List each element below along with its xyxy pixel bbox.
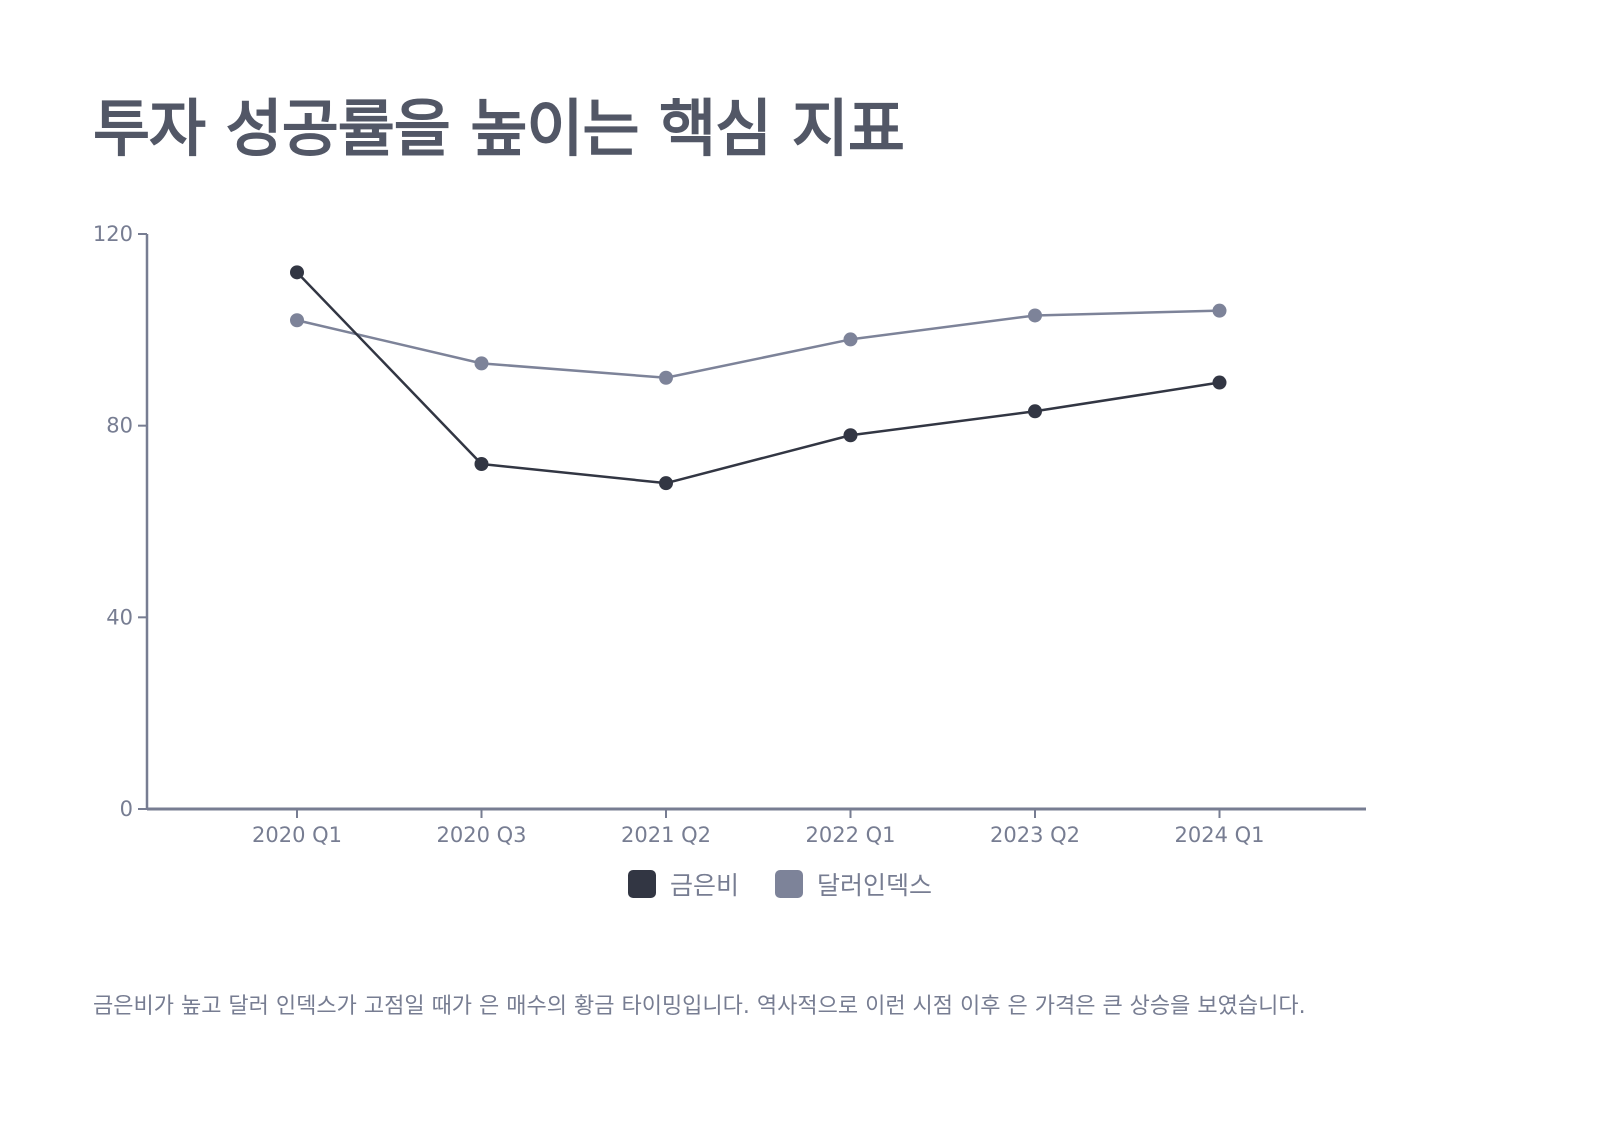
data-point-series-2: [474, 356, 489, 371]
y-tick-label: 120: [93, 222, 133, 246]
x-tick-label: 2024 Q1: [1174, 823, 1264, 847]
y-tick-label: 0: [120, 797, 133, 821]
legend-swatch-series-1: [627, 870, 656, 898]
data-point-series-2: [1212, 303, 1227, 318]
x-tick-label: 2023 Q2: [990, 823, 1080, 847]
data-point-series-1: [290, 265, 304, 280]
chart-caption: 금은비가 높고 달러 인덱스가 고점일 때가 은 매수의 황금 타이밍입니다. …: [93, 994, 1306, 1019]
line-chart: 0 40 80 120 2020 Q1 2020 Q3 2021 Q2 2022 Q1 2023…: [93, 222, 1366, 847]
chart-title: 투자 성공률을 높이는 핵심 지표: [93, 92, 905, 165]
data-point-series-1: [659, 476, 673, 491]
series-layer: [290, 265, 1227, 491]
x-tick-label: 2020 Q3: [436, 823, 526, 847]
series-line-2: [296, 309, 1220, 379]
data-point-series-2: [659, 370, 673, 385]
data-point-series-1: [474, 457, 489, 471]
data-point-series-1: [1212, 375, 1227, 390]
data-point-series-1: [843, 428, 858, 443]
data-point-series-1: [1028, 404, 1042, 419]
legend-item-series-1: 금은비: [627, 866, 739, 902]
y-tick-label: 40: [106, 605, 133, 629]
data-point-series-2: [1028, 308, 1042, 323]
x-tick-label: 2022 Q1: [805, 823, 895, 847]
axes: 0 40 80 120 2020 Q1 2020 Q3 2021 Q2 2022 Q1 2023…: [93, 222, 1366, 847]
x-tick-label: 2021 Q2: [621, 823, 711, 847]
legend-label-series-2: 달러인덱스: [817, 871, 933, 900]
data-point-series-2: [290, 313, 304, 328]
y-tick-label: 80: [106, 414, 133, 438]
legend-label-series-1: 금은비: [669, 871, 739, 900]
legend-item-series-2: 달러인덱스: [775, 866, 932, 902]
data-point-series-2: [843, 332, 858, 347]
x-tick-label: 2020 Q1: [252, 823, 342, 847]
legend: 금은비 달러인덱스: [0, 866, 1560, 902]
legend-swatch-series-2: [775, 870, 803, 898]
series-line-1: [296, 271, 1220, 485]
